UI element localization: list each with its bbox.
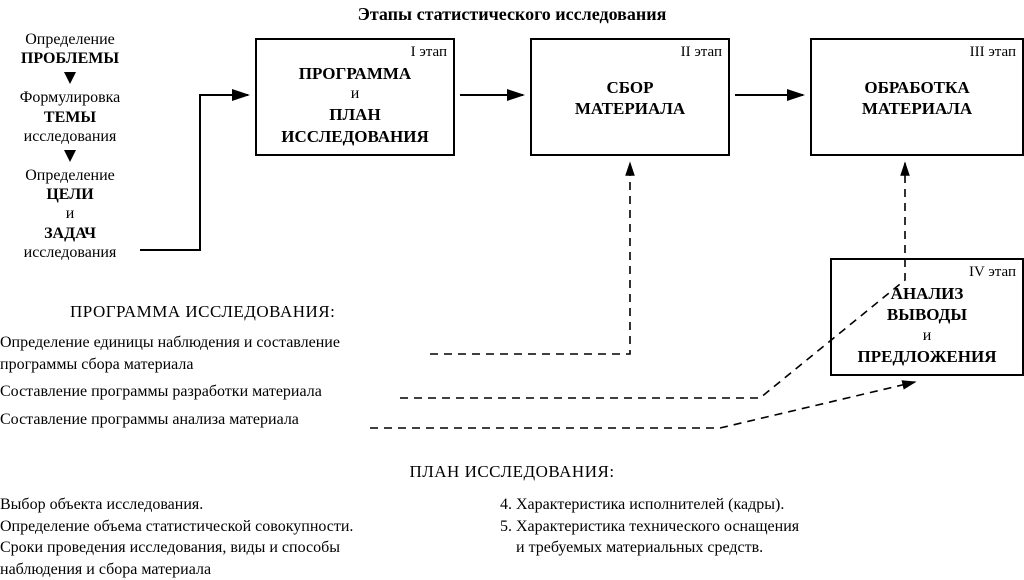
stage-4-and: и — [838, 326, 1016, 346]
arrow-down-icon — [64, 150, 76, 162]
stage-1-box: I этап ПРОГРАММА и ПЛАН ИССЛЕДОВАНИЯ — [255, 38, 455, 156]
stage-4-line1: АНАЛИЗ — [838, 283, 1016, 304]
stage-1-line2: ПЛАН — [263, 104, 447, 125]
goal-and: и — [0, 204, 140, 223]
topic-bold: ТЕМЫ — [0, 108, 140, 127]
topic-sub: исследования — [0, 127, 140, 146]
stage-1-line1: ПРОГРАММА — [263, 63, 447, 84]
stage-1-and: и — [263, 84, 447, 104]
stage-1-label: I этап — [263, 44, 447, 61]
stage-3-line1: ОБРАБОТКА — [818, 77, 1016, 98]
stage-1-line3: ИССЛЕДОВАНИЯ — [263, 126, 447, 147]
plan-right-column: 4. Характеристика исполнителей (кадры). … — [500, 494, 1020, 559]
stage-3-box: III этап ОБРАБОТКА МАТЕРИАЛА — [810, 38, 1024, 156]
left-preparation-column: Определение ПРОБЛЕМЫ Формулировка ТЕМЫ и… — [0, 30, 140, 262]
stage-2-label: II этап — [538, 44, 722, 61]
page-title: Этапы статистического исследования — [0, 4, 1024, 25]
plan-left-3: Сроки проведения исследования, виды и сп… — [0, 537, 480, 559]
stage-3-label: III этап — [818, 44, 1016, 61]
program-item-3: Составление программы анализа материала — [0, 409, 540, 431]
stage-2-line1: СБОР — [538, 77, 722, 98]
goal-sub: исследования — [0, 243, 140, 262]
program-items: Определение единицы наблюдения и составл… — [0, 332, 540, 436]
stage-4-box: IV этап АНАЛИЗ ВЫВОДЫ и ПРЕДЛОЖЕНИЯ — [830, 258, 1024, 376]
plan-heading: ПЛАН ИССЛЕДОВАНИЯ: — [0, 462, 1024, 482]
problem-label: Определение — [0, 30, 140, 49]
stage-2-box: II этап СБОР МАТЕРИАЛА — [530, 38, 730, 156]
plan-right-1: 4. Характеристика исполнителей (кадры). — [500, 494, 1020, 516]
goal-bold2: ЗАДАЧ — [0, 224, 140, 243]
program-heading: ПРОГРАММА ИССЛЕДОВАНИЯ: — [70, 302, 335, 322]
plan-left-1: Выбор объекта исследования. — [0, 494, 480, 516]
stage-3-line2: МАТЕРИАЛА — [818, 98, 1016, 119]
stage-4-line3: ПРЕДЛОЖЕНИЯ — [838, 346, 1016, 367]
program-item-1a: Определение единицы наблюдения и составл… — [0, 334, 340, 351]
program-item-1b: программы сбора материала — [0, 356, 193, 373]
stage-4-line2: ВЫВОДЫ — [838, 304, 1016, 325]
arrow-down-icon — [64, 72, 76, 84]
stage-2-line2: МАТЕРИАЛА — [538, 98, 722, 119]
topic-label: Формулировка — [0, 88, 140, 107]
goal-bold1: ЦЕЛИ — [0, 185, 140, 204]
plan-right-3: и требуемых материальных средств. — [516, 539, 763, 556]
plan-right-2: 5. Характеристика технического оснащения — [500, 518, 799, 535]
goal-label: Определение — [0, 166, 140, 185]
plan-left-column: Выбор объекта исследования. Определение … — [0, 494, 480, 580]
stage-4-label: IV этап — [838, 264, 1016, 281]
plan-left-2: Определение объема статистической совоку… — [0, 516, 480, 538]
program-item-2: Составление программы разработки материа… — [0, 381, 540, 403]
problem-bold: ПРОБЛЕМЫ — [0, 49, 140, 68]
plan-left-4: наблюдения и сбора материала — [0, 559, 480, 580]
